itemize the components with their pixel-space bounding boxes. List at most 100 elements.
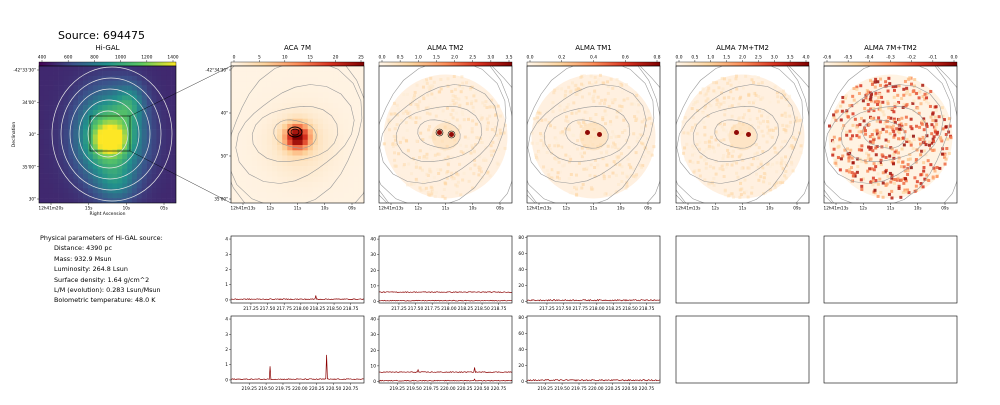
- spectrum-frame: [526, 235, 661, 304]
- x-tick-label: 219.75: [423, 386, 439, 392]
- x-tick-label: 12s: [711, 206, 719, 211]
- colorbar-tick-label: 5: [258, 55, 261, 61]
- spectrum-series: [378, 291, 513, 293]
- x-tick-label: 219.75: [571, 386, 587, 392]
- x-tick-label: 12s: [266, 206, 274, 211]
- x-tick-label: 219.50: [554, 386, 570, 392]
- y-tick-label: 20: [370, 268, 376, 274]
- spectrum-spectrum-row2-tm1: [526, 379, 661, 382]
- y-tick-label: -42°33'30": [13, 68, 36, 73]
- x-tick-label: 218.25: [458, 306, 474, 312]
- colorbar-tick-label: 4.0: [803, 55, 810, 61]
- spectrum-series: [526, 379, 661, 382]
- y-tick-label: 10: [370, 363, 376, 369]
- x-tick-label: 217.25: [391, 306, 407, 312]
- colorbar-tick-label: 0.0: [527, 55, 534, 61]
- colorbar-tick-label: 2.5: [469, 55, 476, 61]
- beam-ellipse: [287, 126, 303, 138]
- source-peak: [449, 132, 454, 137]
- x-tick-label: 218.00: [441, 306, 457, 312]
- x-tick-label: 218.00: [589, 306, 605, 312]
- x-tick-label: 220.50: [326, 386, 342, 392]
- source-peak: [734, 130, 739, 135]
- phys-mass: Mass: 932.9 Msun: [54, 254, 112, 263]
- phys-luminosity: Luminosity: 264.8 Lsun: [54, 265, 128, 274]
- colorbar-tick-label: 1000: [115, 55, 126, 61]
- colorbar-tick-label: 0.8: [654, 55, 661, 61]
- empty-spectrum-frame: [675, 235, 810, 304]
- colorbar-tick-label: 400: [38, 55, 47, 61]
- x-tick-label: 12h41m20s: [39, 206, 64, 211]
- x-tick-label: 09s: [496, 206, 504, 211]
- y-tick-label: 35'00": [22, 164, 36, 169]
- y-tick-label: 2: [225, 267, 228, 273]
- x-tick-label: 218.25: [310, 306, 326, 312]
- x-tick-label: 10s: [321, 206, 329, 211]
- y-tick-label: 20: [370, 348, 376, 354]
- spectrum-series: [378, 378, 513, 382]
- x-tick-label: 10s: [914, 206, 922, 211]
- x-tick-label: 220.75: [639, 386, 655, 392]
- y-tick-label: 30: [370, 332, 376, 338]
- colorbar-tick-label: 1400: [167, 55, 178, 61]
- x-tick-label: 12s: [562, 206, 570, 211]
- y-tick-label: 2: [225, 347, 228, 353]
- x-tick-label: 12h41m13s: [231, 206, 256, 211]
- y-tick-label: 40: [370, 237, 376, 243]
- x-tick-label: 220.50: [474, 386, 490, 392]
- contour-line: [565, 119, 609, 149]
- x-tick-label: 09s: [348, 206, 356, 211]
- x-tick-label: 219.25: [242, 386, 258, 392]
- x-tick-label: 220.00: [588, 386, 604, 392]
- x-tick-label: 217.50: [556, 306, 572, 312]
- colorbar: [526, 61, 661, 67]
- source-title: Source: 694475: [58, 29, 145, 42]
- contour-line: [527, 66, 655, 203]
- colorbar: [675, 61, 810, 67]
- y-tick-label: 20: [518, 363, 524, 369]
- y-tick-label: 40: [518, 347, 524, 353]
- colorbar-tick-label: 2.0: [739, 55, 746, 61]
- x-tick-label: 220.75: [343, 386, 359, 392]
- y-tick-label: 1: [225, 362, 228, 368]
- x-tick-label: 12h41m13s: [676, 206, 701, 211]
- x-tick-label: 10s: [469, 206, 477, 211]
- y-tick-label: 1: [225, 282, 228, 288]
- image-4: [680, 74, 805, 199]
- y-tick-label: 0: [225, 297, 228, 303]
- y-tick-label: -42°34'30": [205, 68, 228, 73]
- x-tick-label: 11s: [442, 206, 450, 211]
- spectrum-series: [378, 299, 513, 302]
- x-tick-label: 12s: [859, 206, 867, 211]
- y-tick-label: 10: [370, 283, 376, 289]
- y-tick-label: 0: [373, 299, 376, 305]
- contour-line: [78, 99, 140, 169]
- contour-line: [824, 84, 944, 184]
- source-peak: [746, 132, 751, 137]
- image-2: [382, 74, 508, 200]
- x-tick-label: 12s: [414, 206, 422, 211]
- colorbar-tick-label: 15: [307, 55, 313, 61]
- contour-line: [251, 105, 339, 163]
- primary-beam: [828, 74, 953, 199]
- y-tick-label: 0: [225, 377, 228, 383]
- source-marker: [435, 128, 444, 137]
- x-tick-label: 218.00: [293, 306, 309, 312]
- colorbar-tick-label: 0.6: [622, 55, 629, 61]
- x-tick-label: 218.75: [343, 306, 359, 312]
- empty-spectrum-frame: [823, 315, 958, 384]
- spectrum-frame: [230, 235, 365, 304]
- spectrum-spectrum-row1-tm1: [526, 299, 661, 302]
- x-tick-label: 218.75: [491, 306, 507, 312]
- colorbar-tick-label: 3.0: [771, 55, 778, 61]
- source-peak: [597, 132, 602, 137]
- image-3: [530, 73, 656, 199]
- x-tick-label: 217.75: [573, 306, 589, 312]
- y-tick-label: 50": [221, 154, 228, 159]
- y-tick-label: 30: [370, 252, 376, 258]
- y-tick-label: 40: [518, 267, 524, 273]
- y-tick-label: 40: [370, 317, 376, 323]
- colorbar-tick-label: 0.0: [379, 55, 386, 61]
- image-0: [39, 66, 176, 203]
- contour-line: [417, 119, 461, 149]
